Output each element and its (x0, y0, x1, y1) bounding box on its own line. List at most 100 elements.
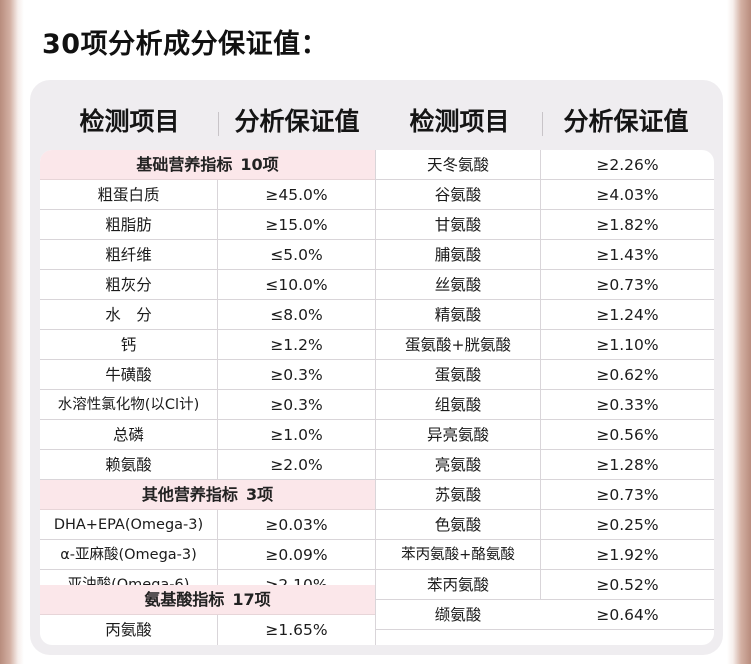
table-row: 脯氨酸 ≥1.43% (376, 240, 714, 270)
row-item: 苏氨酸 (434, 486, 482, 504)
row-value: ≥0.33% (596, 396, 659, 414)
table-row: 谷氨酸 ≥4.03% (376, 180, 714, 210)
row-value: ≥1.92% (596, 546, 659, 564)
row-item: 粗脂肪 (105, 216, 152, 234)
row-item: 异亮氨酸 (426, 426, 489, 444)
row-value: ≥0.09% (265, 546, 328, 564)
row-item: 粗蛋白质 (97, 186, 160, 204)
row-item: 脯氨酸 (434, 246, 482, 264)
row-value: ≥1.24% (596, 306, 659, 324)
header-divider (218, 112, 219, 136)
table-row: 蛋氨酸+胱氨酸 ≥1.10% (376, 330, 714, 360)
row-item: 甘氨酸 (434, 216, 482, 234)
table-row: 牛磺酸 ≥0.3% (40, 360, 375, 390)
table-row: 赖氨酸 ≥2.0% (40, 450, 375, 480)
section-label: 氨基酸指标 (144, 590, 225, 609)
row-value: ≥0.52% (596, 576, 659, 594)
row-item: 水 分 (105, 306, 152, 324)
table-row: 水 分 ≤8.0% (40, 300, 375, 330)
section-count: 10项 (240, 155, 279, 174)
row-value: ≥0.25% (596, 516, 659, 534)
section-label: 其他营养指标 (141, 485, 238, 504)
table-row: 丝氨酸 ≥0.73% (376, 270, 714, 300)
header-divider (542, 112, 543, 136)
table-row: 粗纤维 ≤5.0% (40, 240, 375, 270)
row-item: 水溶性氯化物(以Cl计) (57, 397, 200, 413)
header-left-item: 检测项目 (79, 107, 180, 136)
row-item: 精氨酸 (434, 306, 482, 324)
table-row: 粗灰分 ≤10.0% (40, 270, 375, 300)
header-right-item: 检测项目 (409, 107, 510, 136)
row-item: 苯丙氨酸 (426, 576, 489, 594)
row-item: 天冬氨酸 (426, 156, 489, 174)
row-value: ≥0.56% (596, 426, 659, 444)
row-value: ≥0.73% (596, 486, 659, 504)
section-basic-nutrition: 基础营养指标 10项 (40, 150, 375, 180)
row-item: 丝氨酸 (434, 276, 482, 294)
row-value: ≥2.26% (596, 156, 659, 174)
table-row: 苯丙氨酸+酪氨酸 ≥1.92% (376, 540, 714, 570)
table-row: 蛋氨酸 ≥0.62% (376, 360, 714, 390)
row-value: ≥2.0% (270, 456, 323, 474)
row-value: ≥0.3% (270, 396, 323, 414)
row-value: ≤5.0% (270, 246, 323, 264)
row-item: 钙 (120, 336, 137, 354)
table-row: 组氨酸 ≥0.33% (376, 390, 714, 420)
row-item: 丙氨酸 (105, 621, 152, 639)
table-row: α-亚麻酸(Omega-3) ≥0.09% (40, 540, 375, 570)
row-value: ≥1.2% (270, 336, 323, 354)
table-row: 天冬氨酸 ≥2.26% (376, 150, 714, 180)
row-value: ≤8.0% (270, 306, 323, 324)
column-divider (217, 510, 218, 600)
row-item: 粗纤维 (105, 246, 152, 264)
row-value: ≥1.10% (596, 336, 659, 354)
row-item: 牛磺酸 (105, 366, 152, 384)
row-item: 蛋氨酸+胱氨酸 (405, 336, 511, 354)
row-value: ≤10.0% (265, 276, 328, 294)
table-row: 异亮氨酸 ≥0.56% (376, 420, 714, 450)
table-row: 甘氨酸 ≥1.82% (376, 210, 714, 240)
table-row: 粗脂肪 ≥15.0% (40, 210, 375, 240)
row-value: ≥1.28% (596, 456, 659, 474)
section-amino-acids: 氨基酸指标 17项 (40, 585, 375, 615)
row-item: 色氨酸 (434, 516, 482, 534)
row-value: ≥0.73% (596, 276, 659, 294)
row-item: 苯丙氨酸+酪氨酸 (401, 547, 515, 563)
row-value: ≥0.64% (596, 606, 659, 624)
row-item: α-亚麻酸(Omega-3) (60, 547, 197, 563)
page-title: 30项分析成分保证值： (42, 29, 329, 60)
table-row: 粗蛋白质 ≥45.0% (40, 180, 375, 210)
table-row: 苏氨酸 ≥0.73% (376, 480, 714, 510)
row-item: 赖氨酸 (105, 456, 152, 474)
row-value: ≥45.0% (265, 186, 328, 204)
table-card: 基础营养指标 10项 粗蛋白质 ≥45.0% 粗脂肪 ≥15.0% 粗纤维 ≤5.… (40, 150, 714, 645)
table-row: 色氨酸 ≥0.25% (376, 510, 714, 540)
table-row: 苯丙氨酸 ≥0.52% (376, 570, 714, 600)
section-other-nutrition: 其他营养指标 3项 (40, 480, 375, 510)
column-divider (540, 150, 541, 600)
table-row: 水溶性氯化物(以Cl计) ≥0.3% (40, 390, 375, 420)
row-value: ≥1.0% (270, 426, 323, 444)
table-row: 钙 ≥1.2% (40, 330, 375, 360)
section-count: 17项 (232, 590, 271, 609)
table-row: 精氨酸 ≥1.24% (376, 300, 714, 330)
column-divider (375, 150, 376, 645)
row-value: ≥1.43% (596, 246, 659, 264)
column-divider (217, 180, 218, 480)
section-count: 3项 (245, 485, 274, 504)
table-row: 总磷 ≥1.0% (40, 420, 375, 450)
row-value: ≥0.62% (596, 366, 659, 384)
row-item: 缬氨酸 (434, 606, 482, 624)
row-item: DHA+EPA(Omega-3) (53, 517, 204, 533)
row-value: ≥1.65% (265, 621, 328, 639)
table-row: 亮氨酸 ≥1.28% (376, 450, 714, 480)
table-row: 丙氨酸 ≥1.65% (40, 615, 375, 645)
row-value: ≥15.0% (265, 216, 328, 234)
header-left-value: 分析保证值 (234, 107, 360, 136)
row-item: 粗灰分 (105, 276, 152, 294)
row-item: 组氨酸 (434, 396, 482, 414)
header-right-value: 分析保证值 (563, 107, 689, 136)
table-row: DHA+EPA(Omega-3) ≥0.03% (40, 510, 375, 540)
row-value: ≥0.03% (265, 516, 328, 534)
row-value: ≥1.82% (596, 216, 659, 234)
